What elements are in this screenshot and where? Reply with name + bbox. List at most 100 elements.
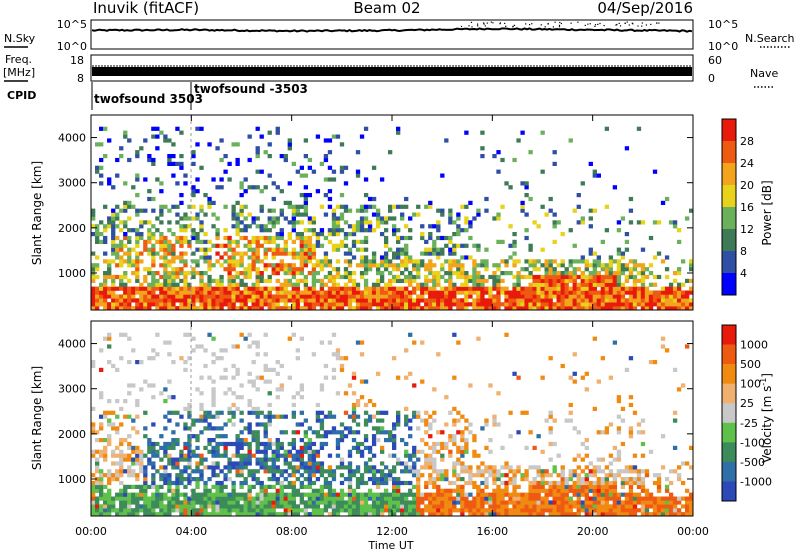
- heatmap-cell: [464, 426, 469, 431]
- heatmap-cell: [432, 500, 437, 505]
- heatmap-cell: [307, 251, 313, 256]
- heatmap-cell: [528, 508, 533, 513]
- velocity-colorbar-label-sup: -1: [759, 378, 768, 386]
- heatmap-cell: [151, 259, 156, 264]
- heatmap-cell: [283, 154, 288, 159]
- heatmap-cell: [544, 259, 549, 264]
- heatmap-cell: [203, 251, 208, 256]
- heatmap-cell: [203, 465, 208, 470]
- heatmap-cell: [516, 271, 521, 276]
- heatmap-cell: [568, 302, 573, 307]
- heatmap-cell: [163, 259, 168, 264]
- heatmap-cell: [339, 216, 345, 221]
- heatmap-cell: [460, 306, 465, 311]
- heatmap-cell: [267, 294, 272, 299]
- heatmap-cell: [480, 294, 485, 299]
- heatmap-cell: [179, 216, 184, 221]
- heatmap-cell: [520, 410, 525, 415]
- heatmap-cell: [147, 196, 152, 202]
- heatmap-cell: [568, 271, 573, 276]
- heatmap-cell: [315, 259, 321, 264]
- heatmap-cell: [628, 274, 634, 280]
- heatmap-cell: [311, 169, 317, 174]
- heatmap-cell: [676, 239, 682, 244]
- heatmap-cell: [259, 259, 264, 264]
- heatmap-cell: [115, 298, 120, 303]
- heatmap-cell: [271, 302, 276, 307]
- heatmap-cell: [235, 473, 240, 478]
- heatmap-cell: [159, 282, 164, 287]
- heatmap-cell: [295, 232, 300, 237]
- heatmap-cell: [283, 430, 288, 435]
- heatmap-cell: [383, 508, 389, 513]
- heatmap-cell: [191, 150, 196, 155]
- heatmap-cell: [448, 259, 453, 264]
- heatmap-cell: [656, 496, 662, 501]
- heatmap-cell: [319, 278, 325, 283]
- heatmap-cell: [91, 430, 96, 435]
- heatmap-cell: [327, 228, 333, 233]
- heatmap-cell: [355, 512, 361, 517]
- heatmap-cell: [612, 340, 618, 345]
- heatmap-cell: [496, 294, 501, 299]
- heatmap-cell: [203, 492, 208, 497]
- heatmap-cell: [371, 402, 377, 408]
- heatmap-cell: [187, 271, 192, 276]
- heatmap-cell: [259, 243, 264, 248]
- heatmap-cell: [247, 306, 252, 311]
- heatmap-cell: [379, 418, 385, 423]
- heatmap-cell: [267, 496, 272, 501]
- heatmap-cell: [404, 461, 409, 466]
- heatmap-cell: [496, 239, 501, 244]
- heatmap-cell: [199, 204, 204, 209]
- heatmap-cell: [524, 473, 529, 478]
- heatmap-cell: [468, 465, 473, 470]
- heatmap-cell: [303, 263, 309, 268]
- heatmap-cell: [115, 294, 120, 299]
- heatmap-cell: [267, 220, 272, 225]
- heatmap-cell: [644, 508, 650, 513]
- heatmap-cell: [339, 290, 345, 295]
- heatmap-cell: [588, 302, 593, 307]
- heatmap-cell: [219, 243, 224, 248]
- heatmap-cell: [448, 212, 453, 217]
- heatmap-cell: [592, 480, 597, 486]
- heatmap-cell: [255, 271, 260, 276]
- heatmap-cell: [580, 278, 585, 283]
- heatmap-cell: [267, 410, 272, 415]
- heatmap-cell: [652, 508, 658, 513]
- heatmap-cell: [123, 500, 128, 505]
- heatmap-cell: [203, 259, 208, 264]
- heatmap-cell: [295, 302, 300, 307]
- heatmap-cell: [299, 247, 304, 252]
- heatmap-cell: [131, 457, 136, 462]
- heatmap-cell: [492, 282, 497, 287]
- heatmap-cell: [424, 453, 429, 458]
- heatmap-cell: [492, 496, 497, 501]
- heatmap-cell: [231, 212, 236, 217]
- heatmap-cell: [528, 243, 533, 248]
- heatmap-cell: [420, 306, 425, 311]
- heatmap-cell: [600, 508, 605, 513]
- heatmap-cell: [396, 274, 401, 280]
- heatmap-cell: [480, 469, 485, 474]
- heatmap-cell: [608, 255, 614, 260]
- heatmap-cell: [243, 480, 248, 486]
- heatmap-cell: [235, 286, 240, 291]
- heatmap-cell: [303, 251, 309, 256]
- heatmap-cell: [103, 251, 108, 256]
- heatmap-cell: [688, 465, 694, 470]
- heatmap-cell: [215, 251, 220, 256]
- heatmap-cell: [460, 434, 465, 439]
- heatmap-cell: [492, 512, 497, 517]
- heatmap-cell: [448, 278, 453, 283]
- heatmap-cell: [219, 157, 224, 163]
- heatmap-cell: [600, 492, 605, 497]
- heatmap-cell: [520, 504, 525, 509]
- heatmap-cell: [323, 235, 329, 241]
- heatmap-cell: [99, 173, 104, 178]
- heatmap-cell: [343, 208, 349, 213]
- heatmap-cell: [612, 278, 618, 283]
- heatmap-cell: [375, 371, 381, 376]
- heatmap-cell: [147, 286, 152, 291]
